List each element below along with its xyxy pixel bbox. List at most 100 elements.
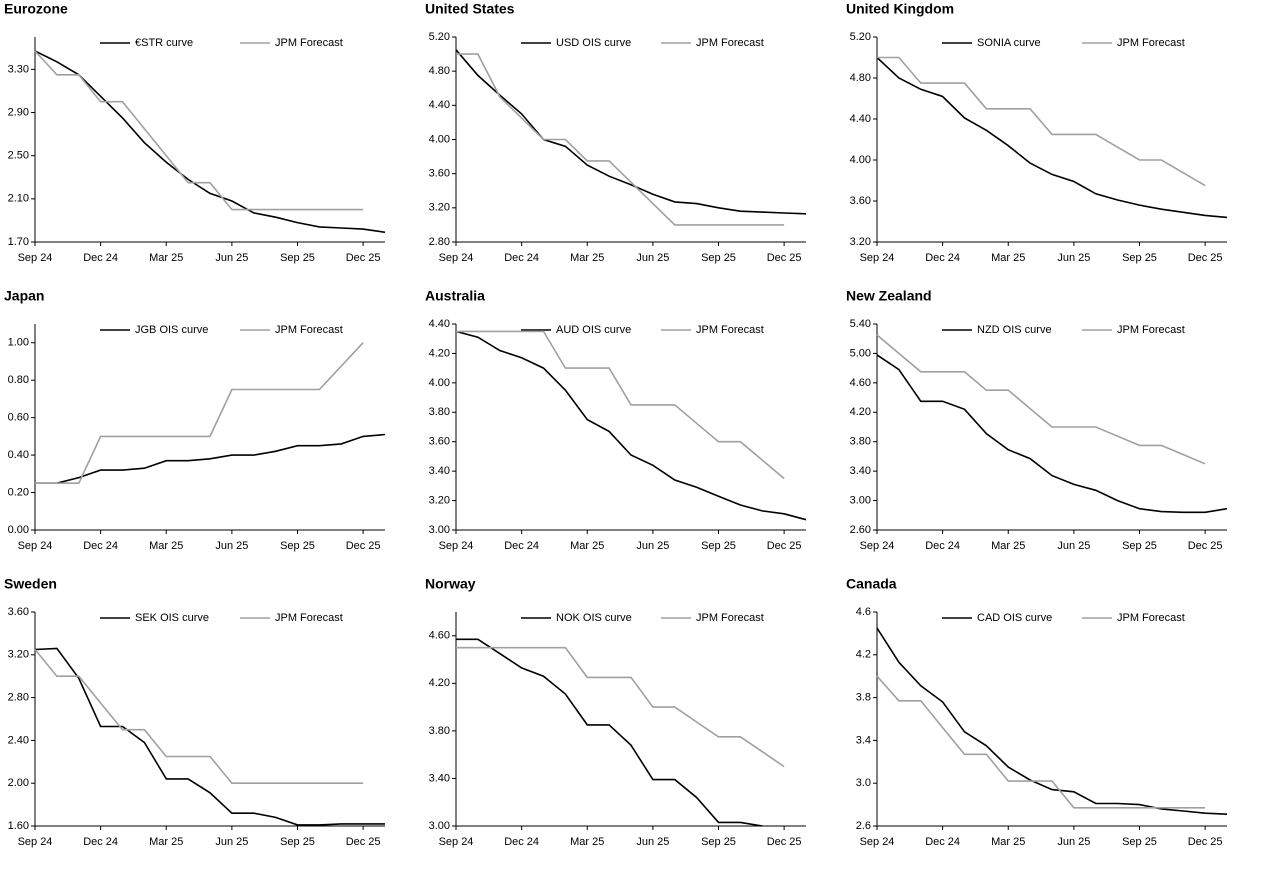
series-line xyxy=(876,354,1228,514)
y-tick-label: 2.10 xyxy=(8,193,29,205)
y-tick-label: 3.30 xyxy=(8,63,29,75)
x-tick-label: Dec 24 xyxy=(504,540,539,552)
y-tick-label: 1.70 xyxy=(8,236,29,248)
x-tick-label: Sep 25 xyxy=(1122,836,1157,848)
y-tick-label: 3.4 xyxy=(856,734,871,746)
series-line xyxy=(876,627,1228,815)
series-line xyxy=(456,330,785,480)
y-tick-label: 0.00 xyxy=(8,524,29,536)
legend-label: CAD OIS curve xyxy=(977,612,1052,624)
series-line xyxy=(35,342,364,484)
series-line xyxy=(876,675,1206,809)
x-tick-label: Sep 24 xyxy=(439,836,474,848)
x-tick-label: Mar 25 xyxy=(991,252,1025,264)
series-line xyxy=(34,648,364,784)
y-tick-label: 4.20 xyxy=(850,406,871,418)
series-line xyxy=(35,433,386,484)
y-tick-label: 4.00 xyxy=(850,154,871,166)
chart-title: New Zealand xyxy=(846,288,932,304)
series-line xyxy=(456,638,763,827)
legend-label: NOK OIS curve xyxy=(556,612,632,624)
y-tick-label: 2.80 xyxy=(429,236,450,248)
series-line xyxy=(456,53,785,226)
y-tick-label: 3.60 xyxy=(8,606,29,618)
x-tick-label: Jun 25 xyxy=(215,540,248,552)
y-tick-label: 2.00 xyxy=(8,777,29,789)
legend-label: JPM Forecast xyxy=(275,37,343,49)
x-tick-label: Sep 24 xyxy=(860,540,895,552)
y-tick-label: 2.80 xyxy=(8,692,29,704)
series-line xyxy=(877,56,1206,187)
y-tick-label: 0.60 xyxy=(8,412,29,424)
x-tick-label: Mar 25 xyxy=(570,836,604,848)
legend-label: JPM Forecast xyxy=(275,324,343,336)
y-tick-label: 2.60 xyxy=(850,524,871,536)
x-tick-label: Jun 25 xyxy=(636,540,669,552)
y-tick-label: 3.60 xyxy=(850,195,871,207)
x-tick-label: Jun 25 xyxy=(1057,540,1090,552)
legend-label: AUD OIS curve xyxy=(556,324,631,336)
x-tick-label: Mar 25 xyxy=(570,540,604,552)
x-tick-label: Mar 25 xyxy=(570,252,604,264)
x-tick-label: Dec 25 xyxy=(767,252,802,264)
legend-label: JPM Forecast xyxy=(275,612,343,624)
x-tick-label: Dec 25 xyxy=(1188,252,1223,264)
y-tick-label: 3.20 xyxy=(8,649,29,661)
y-tick-label: 3.00 xyxy=(850,494,871,506)
y-tick-label: 3.80 xyxy=(429,725,450,737)
x-tick-label: Mar 25 xyxy=(149,540,183,552)
x-tick-label: Sep 25 xyxy=(701,252,736,264)
x-tick-label: Sep 24 xyxy=(860,836,895,848)
y-tick-label: 5.20 xyxy=(429,31,450,43)
legend-label: NZD OIS curve xyxy=(977,324,1052,336)
x-tick-label: Jun 25 xyxy=(1057,252,1090,264)
y-tick-label: 2.90 xyxy=(8,106,29,118)
y-tick-label: 4.80 xyxy=(429,65,450,77)
x-tick-label: Mar 25 xyxy=(991,836,1025,848)
x-tick-label: Sep 25 xyxy=(280,540,315,552)
legend-label: JGB OIS curve xyxy=(135,324,208,336)
y-tick-label: 3.00 xyxy=(429,524,450,536)
x-tick-label: Dec 24 xyxy=(925,540,960,552)
x-tick-label: Sep 25 xyxy=(280,252,315,264)
legend-label: JPM Forecast xyxy=(1117,37,1185,49)
x-tick-label: Sep 25 xyxy=(280,836,315,848)
y-tick-label: 5.00 xyxy=(850,347,871,359)
y-tick-label: 0.80 xyxy=(8,374,29,386)
legend-label: JPM Forecast xyxy=(1117,324,1185,336)
y-tick-label: 4.60 xyxy=(429,630,450,642)
chart-title: Norway xyxy=(425,576,476,592)
legend-label: €STR curve xyxy=(135,37,193,49)
y-tick-label: 5.40 xyxy=(850,318,871,330)
chart-title: Canada xyxy=(846,576,897,592)
x-tick-label: Jun 25 xyxy=(636,836,669,848)
y-tick-label: 3.20 xyxy=(429,202,450,214)
legend-label: JPM Forecast xyxy=(1117,612,1185,624)
x-tick-label: Dec 24 xyxy=(925,252,960,264)
x-tick-label: Sep 24 xyxy=(18,540,53,552)
y-tick-label: 1.00 xyxy=(8,337,29,349)
chart-title: United States xyxy=(425,1,515,17)
legend-label: USD OIS curve xyxy=(556,37,631,49)
y-tick-label: 3.60 xyxy=(429,436,450,448)
y-tick-label: 4.00 xyxy=(429,377,450,389)
y-tick-label: 4.40 xyxy=(850,113,871,125)
y-tick-label: 3.60 xyxy=(429,168,450,180)
x-tick-label: Dec 25 xyxy=(1188,836,1223,848)
y-tick-label: 4.00 xyxy=(429,133,450,145)
y-tick-label: 3.40 xyxy=(429,772,450,784)
x-tick-label: Jun 25 xyxy=(215,252,248,264)
legend-label: JPM Forecast xyxy=(696,612,764,624)
x-tick-label: Mar 25 xyxy=(991,540,1025,552)
x-tick-label: Sep 25 xyxy=(1122,252,1157,264)
x-tick-label: Dec 25 xyxy=(767,540,802,552)
x-tick-label: Sep 25 xyxy=(701,836,736,848)
chart-title: Eurozone xyxy=(4,1,68,17)
x-tick-label: Dec 25 xyxy=(346,540,381,552)
x-tick-label: Dec 25 xyxy=(767,836,802,848)
series-line xyxy=(876,56,1228,219)
x-tick-label: Dec 24 xyxy=(504,252,539,264)
chart-title: Australia xyxy=(425,288,485,304)
x-tick-label: Dec 25 xyxy=(346,252,381,264)
x-tick-label: Mar 25 xyxy=(149,252,183,264)
